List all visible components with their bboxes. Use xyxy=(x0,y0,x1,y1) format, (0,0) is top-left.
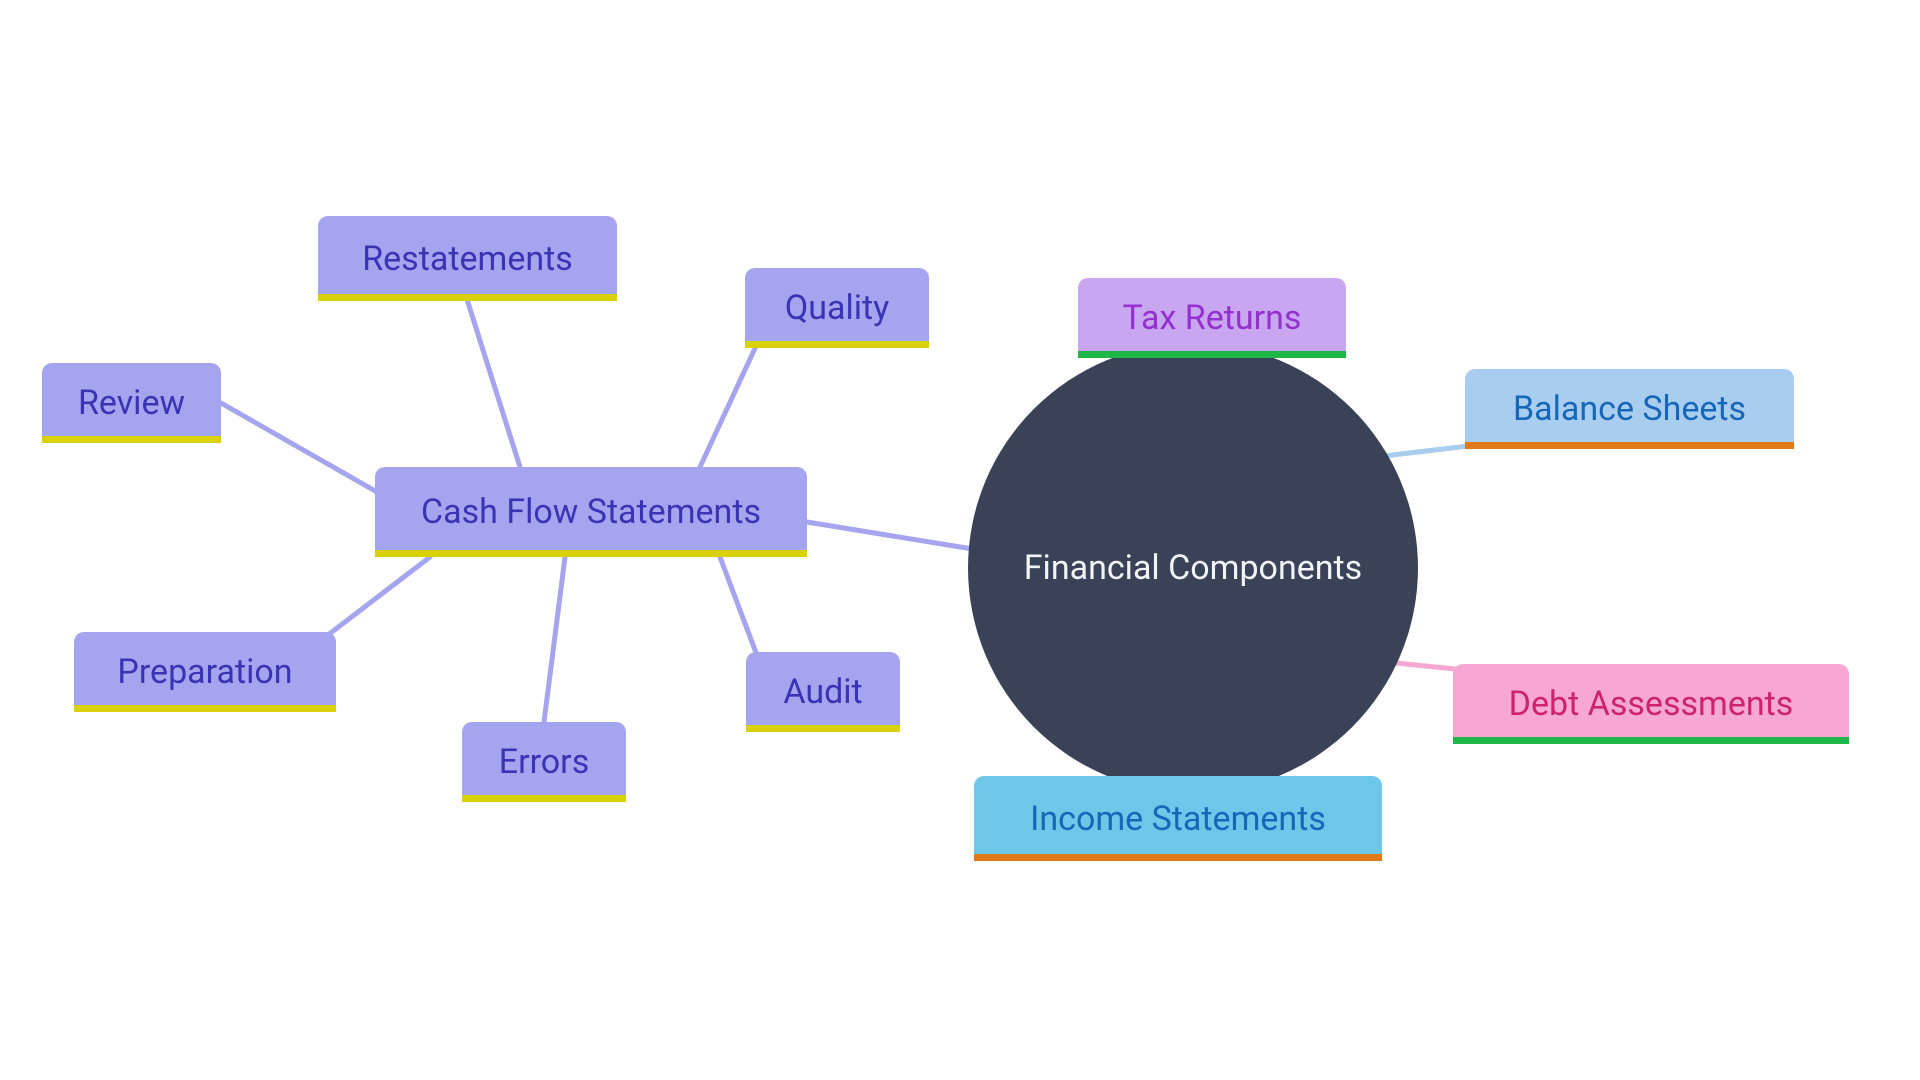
node-underline xyxy=(1078,351,1346,358)
node-underline xyxy=(1465,442,1794,449)
tax-returns-label: Tax Returns xyxy=(1123,298,1302,338)
node-underline xyxy=(375,550,807,557)
audit-node: Audit xyxy=(746,652,900,732)
tax-returns-node: Tax Returns xyxy=(1078,278,1346,358)
cash-flow-statements-node: Cash Flow Statements xyxy=(375,467,807,557)
node-underline xyxy=(74,705,336,712)
quality-node: Quality xyxy=(745,268,929,348)
node-underline xyxy=(745,341,929,348)
errors-label: Errors xyxy=(499,742,590,782)
financial-components-label: Financial Components xyxy=(1024,548,1362,588)
financial-components-node: Financial Components xyxy=(968,343,1418,793)
balance-sheets-label: Balance Sheets xyxy=(1513,389,1746,429)
node-underline xyxy=(1453,737,1849,744)
node-underline xyxy=(318,294,617,301)
restatements-node: Restatements xyxy=(318,216,617,301)
debt-assessments-node: Debt Assessments xyxy=(1453,664,1849,744)
audit-label: Audit xyxy=(783,672,862,712)
edges-layer xyxy=(0,0,1920,1080)
review-label: Review xyxy=(78,383,185,423)
income-statements-node: Income Statements xyxy=(974,776,1382,861)
cash-flow-statements-label: Cash Flow Statements xyxy=(421,492,761,532)
balance-sheets-node: Balance Sheets xyxy=(1465,369,1794,449)
preparation-label: Preparation xyxy=(117,652,292,692)
review-node: Review xyxy=(42,363,221,443)
errors-node: Errors xyxy=(462,722,626,802)
node-underline xyxy=(746,725,900,732)
income-statements-label: Income Statements xyxy=(1030,799,1326,839)
node-underline xyxy=(462,795,626,802)
preparation-node: Preparation xyxy=(74,632,336,712)
node-underline xyxy=(42,436,221,443)
restatements-label: Restatements xyxy=(362,239,573,279)
debt-assessments-label: Debt Assessments xyxy=(1509,684,1794,724)
quality-label: Quality xyxy=(785,288,889,328)
node-underline xyxy=(974,854,1382,861)
diagram-stage: Financial Components Cash Flow Statement… xyxy=(0,0,1920,1080)
